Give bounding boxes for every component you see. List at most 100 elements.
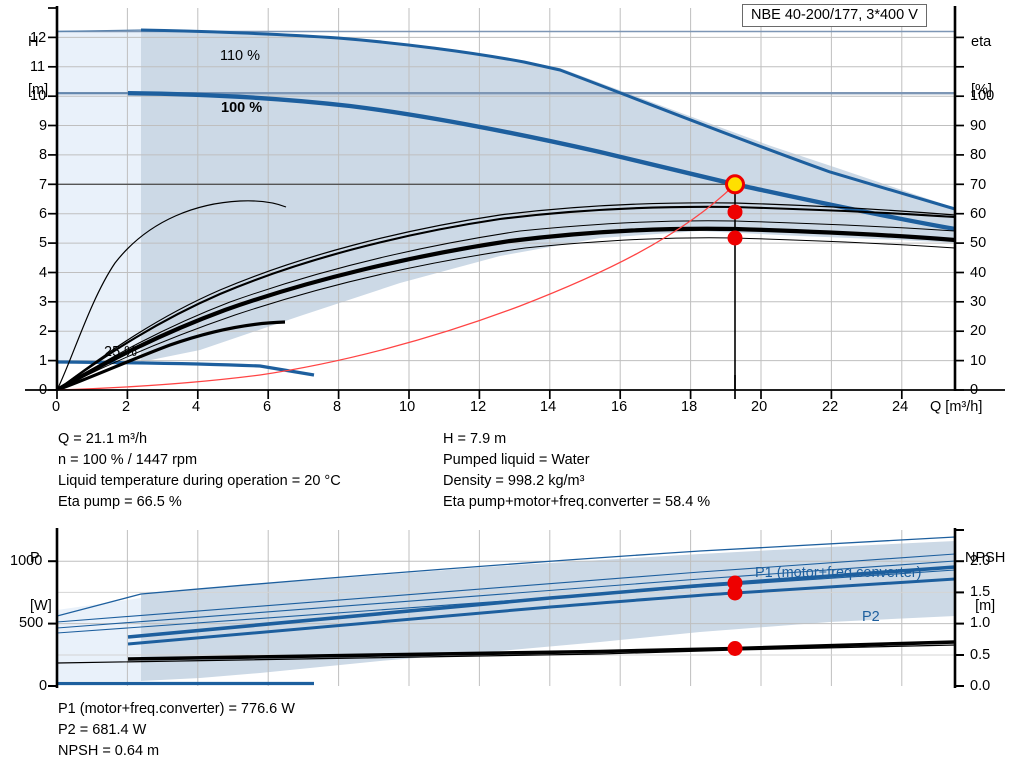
upper-grid-horizontal [57, 36, 955, 362]
upper-y-tick-5: 5 [39, 235, 48, 251]
page-title: NBE 40-200/177, 3*400 V [742, 4, 927, 27]
upper-y2-tick-90: 90 [970, 118, 987, 134]
lower-y-ticks [48, 560, 57, 687]
upper-y2-tick-40: 40 [970, 265, 987, 281]
upper-y2-tick-80: 80 [970, 147, 987, 163]
upper-x-tick-20: 20 [751, 399, 768, 415]
upper-left-axis-title-line2: [m] [28, 82, 49, 98]
info-left-line-3: Liquid temperature during operation = 20… [58, 473, 341, 489]
eta-total-curve [57, 226, 955, 390]
upper-envelope-pale [57, 30, 141, 362]
lower-y-tick-0: 0 [39, 678, 48, 694]
duty-point-marker [725, 174, 745, 195]
upper-x-tick-2: 2 [122, 399, 131, 415]
power-npsh-chart [0, 518, 1024, 698]
lower-y2-tick-00: 0.0 [970, 678, 991, 694]
info-right-line-3: Density = 998.2 kg/m³ [443, 473, 585, 489]
upper-grid-vertical [126, 8, 903, 390]
info-left-line-1: Q = 21.1 m³/h [58, 431, 148, 447]
upper-x-tick-18: 18 [681, 399, 698, 415]
info-bottom-line-3: NPSH = 0.64 m [58, 743, 160, 759]
curve-label-25: 25 % [104, 344, 138, 360]
upper-right-axis-title-line2: [%] [971, 82, 992, 98]
npsh-curve [127, 640, 955, 661]
lower-y2-tick-10: 1.0 [970, 615, 991, 631]
lower-y2-ticks [955, 529, 964, 687]
upper-x-tick-0: 0 [52, 399, 61, 415]
upper-y-tick-9: 9 [39, 118, 48, 134]
upper-x-tick-12: 12 [470, 399, 487, 415]
upper-x-tick-8: 8 [333, 399, 342, 415]
head-curve-110 [140, 28, 955, 211]
upper-y2-tick-0: 0 [970, 382, 979, 398]
power-curve-p1-envelope [57, 536, 955, 617]
info-bottom-line-2: P2 = 681.4 W [58, 722, 147, 738]
upper-y-tick-3: 3 [39, 294, 48, 310]
upper-y2-ticks [955, 36, 964, 391]
upper-y-tick-2: 2 [39, 323, 48, 339]
curve-label-110: 110 % [220, 48, 261, 64]
upper-y2-tick-10: 10 [970, 353, 987, 369]
upper-x-tick-6: 6 [263, 399, 272, 415]
lower-y2-tick-05: 0.5 [970, 647, 991, 663]
upper-envelope-band [141, 30, 955, 362]
eta-curve-110-thin [57, 202, 955, 390]
power-curve-aux-2 [57, 560, 955, 629]
eta-curve-aux-1 [57, 220, 955, 390]
upper-x-tick-16: 16 [611, 399, 628, 415]
curve-label-100: 100 % [221, 100, 263, 116]
upper-x-tick-24: 24 [892, 399, 909, 415]
lower-right-axis-title: NPSH [m] [965, 518, 1005, 646]
lower-y-tick-1000: 1000 [10, 553, 43, 569]
head-curve-110-left-extension [57, 29, 142, 33]
lower-envelope-pale [57, 598, 141, 681]
head-efficiency-chart-svg [25, 6, 1005, 399]
info-left-line-2: n = 100 % / 1447 rpm [58, 452, 198, 468]
info-bottom-line-1: P1 (motor+freq.converter) = 776.6 W [58, 701, 295, 717]
upper-y-tick-7: 7 [39, 177, 48, 193]
upper-x-tick-4: 4 [192, 399, 201, 415]
upper-y-tick-0: 0 [39, 382, 48, 398]
head-curve-100 [127, 91, 955, 232]
npsh-duty-marker [727, 641, 743, 656]
upper-right-axis-title-line1: eta [971, 34, 992, 50]
upper-y2-tick-30: 30 [970, 294, 987, 310]
upper-x-tick-22: 22 [822, 399, 839, 415]
upper-x-ticks [56, 375, 903, 399]
upper-y2-tick-20: 20 [970, 323, 987, 339]
lower-left-axis-title-line2: [W] [30, 598, 52, 614]
info-right-line-2: Pumped liquid = Water [443, 452, 590, 468]
lower-left-axis-title-line1: P [30, 550, 40, 566]
lower-y-tick-500: 500 [19, 615, 44, 631]
upper-y2-tick-100: 100 [970, 88, 995, 104]
upper-x-tick-14: 14 [540, 399, 557, 415]
upper-left-axis-title: H [m] [28, 2, 48, 130]
head-curve-25 [57, 360, 315, 377]
lower-right-axis-title-line2: [m] [975, 598, 996, 614]
eta-pump-curve [57, 205, 955, 390]
upper-left-axis-title-line1: H [28, 34, 39, 50]
eta-curve-reduced-speed [57, 200, 287, 390]
system-curve [57, 183, 736, 390]
upper-y-tick-11: 11 [30, 59, 46, 75]
lower-left-axis-title: P [W] [30, 518, 52, 646]
upper-y-tick-1: 1 [39, 353, 48, 369]
curve-label-p1: P1 (motor+freq.converter) [755, 565, 922, 581]
power-curve-p2 [127, 577, 955, 646]
p2-duty-marker [727, 585, 743, 601]
upper-y-ticks [48, 7, 57, 391]
upper-y2-tick-70: 70 [970, 177, 987, 193]
lower-envelope-band [141, 541, 955, 681]
eta-curve-aux-2 [57, 237, 955, 390]
upper-x-tick-10: 10 [399, 399, 416, 415]
lower-right-axis-title-line1: NPSH [965, 550, 1006, 566]
power-npsh-chart-svg [48, 528, 964, 688]
info-left-line-4: Eta pump = 66.5 % [58, 494, 182, 510]
eta-pump-marker [727, 204, 743, 220]
upper-y2-tick-50: 50 [970, 235, 987, 251]
upper-y-tick-10: 10 [30, 88, 47, 104]
upper-y2-tick-60: 60 [970, 206, 987, 222]
lower-y2-tick-15: 1.5 [970, 584, 991, 600]
upper-x-axis-title: Q [m³/h] [930, 399, 983, 415]
